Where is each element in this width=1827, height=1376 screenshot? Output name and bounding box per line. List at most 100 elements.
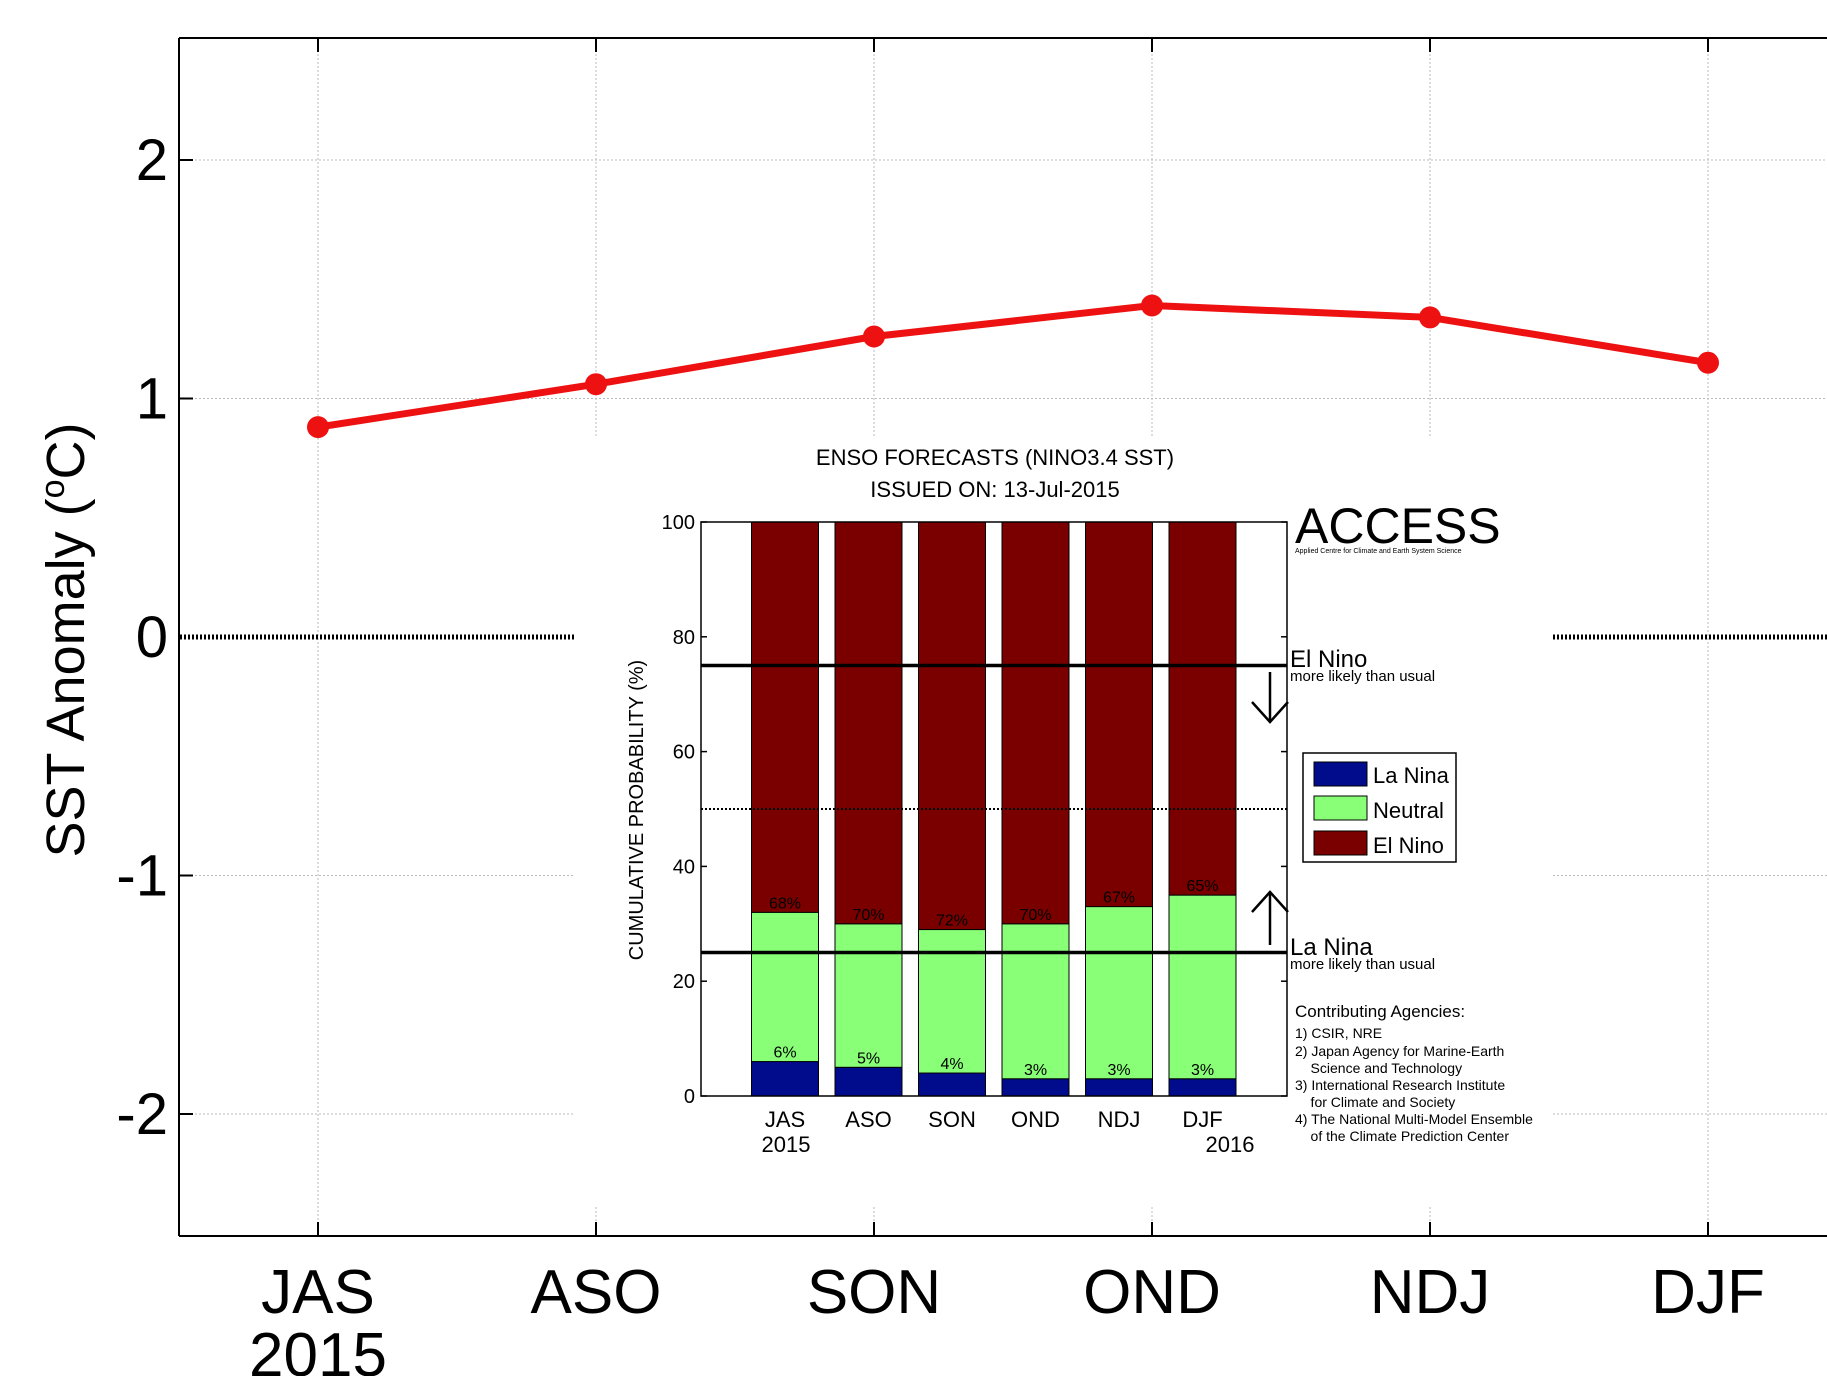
sst-anomaly-point [1697, 351, 1719, 374]
main-y-tick-label: -2 [116, 1082, 168, 1147]
bar-segment-neutral [834, 923, 903, 1068]
bar-segment-el-nino [1085, 521, 1153, 908]
inset-x-tick-label: ASO [845, 1107, 891, 1132]
legend-swatch-la-nina [1313, 761, 1368, 787]
main-y-tick-labels: 2 1 0 -1 -2 [116, 128, 168, 1147]
inset-y-tick-label: 100 [662, 512, 695, 534]
bar-segment-neutral [751, 911, 819, 1063]
agency-line: 4) The National Multi-Model Ensemble [1295, 1111, 1533, 1127]
sst-anomaly-points [307, 294, 1719, 439]
inset-bar-labels: 6% 68% 5% 70% 4% 72% 3% 70% 3% 67% 3% 65% [769, 878, 1219, 1079]
inset-x-tick-label: SON [928, 1107, 976, 1132]
inset-threshold-lines [701, 663, 1287, 955]
bar-label-la-nina: 5% [857, 1050, 880, 1067]
main-axes [178, 37, 1827, 1237]
main-x-year-label: 2015 [249, 1321, 387, 1376]
sst-anomaly-series-line [317, 301, 1709, 431]
bar-label-neutral: 70% [1019, 907, 1051, 924]
sst-anomaly-point [307, 416, 329, 439]
bar-segment-la-nina [918, 1072, 986, 1097]
sst-anomaly-point [585, 373, 607, 396]
bar-segment-el-nino [751, 521, 819, 913]
bar-segment-neutral [1085, 906, 1153, 1080]
bar-segment-neutral [1168, 894, 1237, 1080]
inset-x-tick-label: DJF [1182, 1107, 1222, 1132]
inset-y-tick-labels: 100 80 60 40 20 0 [662, 512, 1287, 1108]
agency-line: 3) International Research Institute [1295, 1077, 1505, 1093]
la-nina-threshold-label: La Nina [1290, 934, 1373, 961]
legend-swatch-el-nino [1313, 830, 1368, 856]
main-x-tick-label: JAS [261, 1258, 375, 1327]
legend-label-la-nina: La Nina [1373, 763, 1450, 788]
agency-line: of the Climate Prediction Center [1295, 1128, 1509, 1144]
main-grid [179, 38, 1827, 1236]
el-nino-threshold-sublabel: more likely than usual [1290, 668, 1435, 685]
inset-y-tick-label: 60 [673, 742, 695, 764]
agency-line: for Climate and Society [1295, 1094, 1455, 1110]
agency-line: 2) Japan Agency for Marine-Earth [1295, 1043, 1504, 1059]
bar-segment-la-nina [1085, 1078, 1153, 1097]
bar-label-neutral: 70% [852, 907, 884, 924]
main-x-tick-label: OND [1083, 1258, 1221, 1327]
bar-segment-la-nina [751, 1061, 819, 1097]
inset-y-tick-label: 0 [684, 1086, 695, 1108]
inset-title: ENSO FORECASTS (NINO3.4 SST) [816, 445, 1174, 470]
inset-x-tick-label: JAS [765, 1107, 805, 1132]
bar-segment-el-nino [1168, 521, 1237, 896]
bar-label-la-nina: 3% [1191, 1062, 1214, 1079]
legend-swatch-neutral [1313, 795, 1368, 821]
inset-legend: La Nina Neutral El Nino [1302, 752, 1457, 863]
inset-subtitle: ISSUED ON: 13-Jul-2015 [870, 477, 1119, 502]
inset-x-tick-label: NDJ [1098, 1107, 1141, 1132]
enso-probability-inset: ENSO FORECASTS (NINO3.4 SST) ISSUED ON: … [575, 437, 1553, 1207]
inset-x-tick-label: OND [1011, 1107, 1060, 1132]
main-x-tick-label: NDJ [1370, 1258, 1491, 1327]
main-y-axis-label: SST Anomaly (oC) [34, 422, 96, 857]
bar-segment-la-nina [1001, 1078, 1070, 1097]
bar-segment-la-nina [834, 1066, 903, 1097]
inset-x-tick-labels: JAS ASO SON OND NDJ DJF [765, 1107, 1223, 1132]
inset-year-end: 2016 [1206, 1132, 1255, 1157]
bar-label-neutral: 65% [1186, 878, 1218, 895]
bar-label-la-nina: 4% [940, 1056, 963, 1073]
inset-y-tick-label: 80 [673, 627, 695, 649]
la-nina-threshold-sublabel: more likely than usual [1290, 956, 1435, 973]
access-logo: ACCESS [1295, 498, 1501, 554]
bar-label-neutral: 67% [1103, 890, 1135, 907]
contributing-agencies: Contributing Agencies: 1) CSIR, NRE 2) J… [1295, 1002, 1533, 1144]
legend-label-el-nino: El Nino [1373, 833, 1444, 858]
inset-y-tick-label: 40 [673, 856, 695, 878]
inset-y-axis-label: CUMULATIVE PROBABILITY (%) [626, 660, 648, 960]
sst-anomaly-point [1141, 294, 1163, 317]
access-logo-caption: Applied Centre for Climate and Earth Sys… [1295, 548, 1462, 555]
inset-y-tick-label: 20 [673, 971, 695, 993]
bar-segment-el-nino [834, 521, 903, 925]
el-nino-threshold-label: El Nino [1290, 646, 1367, 673]
bar-label-neutral: 72% [936, 913, 968, 930]
main-y-tick-label: 2 [136, 128, 168, 193]
main-x-tick-label: ASO [531, 1258, 662, 1327]
bar-segment-la-nina [1168, 1078, 1237, 1097]
agency-line: 1) CSIR, NRE [1295, 1025, 1382, 1041]
agency-line: Science and Technology [1295, 1060, 1462, 1076]
main-x-tick-label: SON [807, 1258, 941, 1327]
main-x-tick-label: DJF [1651, 1258, 1765, 1327]
bar-segment-el-nino [918, 521, 986, 931]
agencies-title: Contributing Agencies: [1295, 1002, 1465, 1021]
sst-anomaly-point [863, 325, 885, 348]
legend-label-neutral: Neutral [1373, 798, 1444, 823]
bar-label-neutral: 68% [769, 895, 801, 912]
bar-label-la-nina: 6% [773, 1045, 796, 1062]
bar-label-la-nina: 3% [1107, 1062, 1130, 1079]
bar-label-la-nina: 3% [1024, 1062, 1047, 1079]
bar-segment-neutral [1001, 923, 1070, 1080]
arrow-down-icon [1251, 672, 1289, 724]
main-y-tick-label: 1 [136, 367, 168, 432]
main-y-tick-label: 0 [136, 605, 168, 670]
main-y-tick-label: -1 [116, 844, 168, 909]
inset-year-start: 2015 [762, 1132, 811, 1157]
bar-segment-el-nino [1001, 521, 1070, 925]
